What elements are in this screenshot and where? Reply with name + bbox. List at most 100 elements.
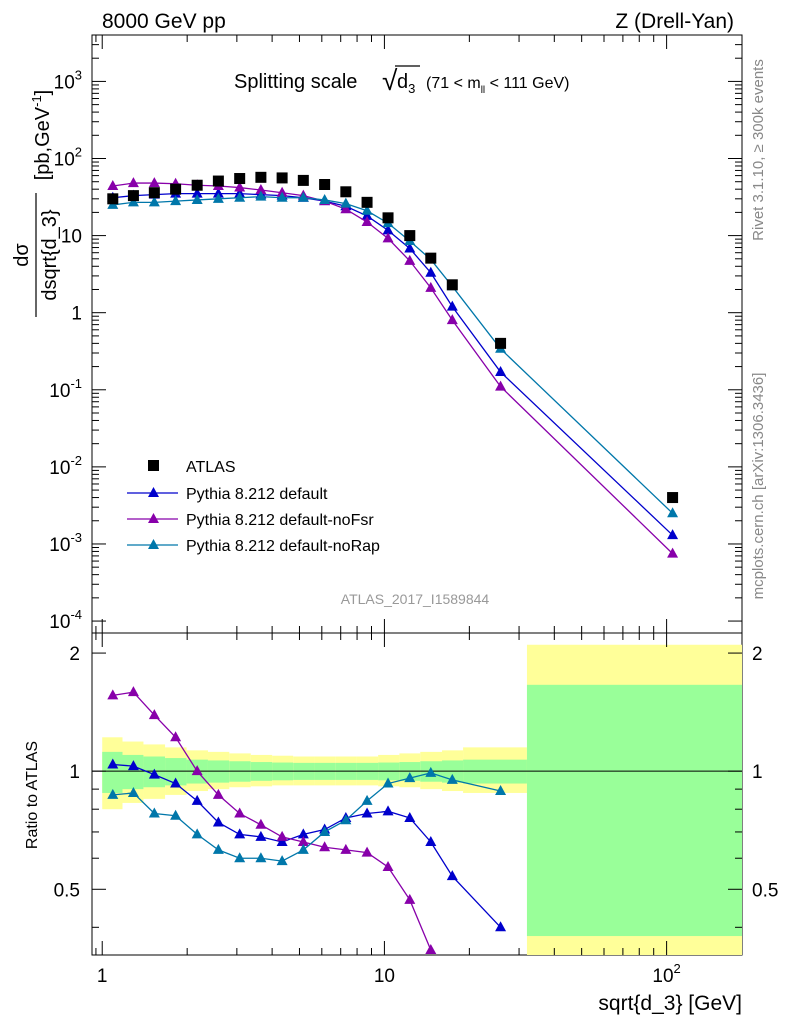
title-sqrt-symbol: √ [382,65,398,96]
legend-label-norap: Pythia 8.212 default-noRap [186,538,380,555]
series-point-0 [212,187,224,198]
data-point [234,173,246,185]
ratio-line-2 [112,772,501,862]
title-radicand: d3 [397,71,415,96]
series-bottom [107,686,507,955]
legend: ATLAS Pythia 8.212 default Pythia 8.212 … [127,459,380,555]
ratio-point-1 [276,830,288,841]
series-point-0 [446,300,458,311]
x-tick-label: 10 [374,966,395,987]
series-point-1 [667,547,679,558]
ratio-point-2 [212,843,224,854]
series-point-1 [361,216,373,227]
axis-ticks [92,35,742,955]
data-point [667,492,679,504]
ratio-point-2 [127,786,139,797]
series-line-0 [112,193,674,536]
series-point-0 [404,242,416,253]
ratio-point-1 [361,846,373,857]
series-point-2 [297,191,309,202]
x-tick-labels: 1 10 102 [97,961,681,987]
ratio-point-0 [276,835,288,846]
svg-text:dσ: dσ [11,243,33,267]
ratio-point-1 [170,731,182,742]
data-point [170,183,182,195]
ratio-point-0 [425,835,437,846]
legend-label-nofsr: Pythia 8.212 default-noFsr [186,512,374,529]
band-stat-bin [102,751,123,793]
ratio-point-0 [361,807,373,818]
ratio-line-0 [112,763,502,928]
ratio-point-2 [148,807,160,818]
ratio-point-1 [382,860,394,871]
series-point-2 [212,192,224,203]
header-right: Z (Drell-Yan) [615,10,734,33]
ratio-point-1 [148,709,160,720]
ratio-point-2 [234,852,246,863]
series-point-1 [495,380,507,391]
ratio-point-1 [255,818,267,829]
data-point [127,190,139,202]
y-axis-label-top: dσ dsqrt{d_3} [11,193,61,317]
data-point [382,212,394,224]
ratio-point-0 [234,828,246,839]
legend-marker-default [148,487,159,497]
ratio-point-0 [446,870,458,881]
series-point-0 [191,187,203,198]
series-point-2 [255,190,267,201]
legend-label-default: Pythia 8.212 default [186,486,328,503]
series-point-1 [127,177,139,188]
data-point [255,171,267,183]
ratio-point-2 [170,809,182,820]
data-point [276,172,288,184]
header-left: 8000 GeV pp [102,10,226,33]
y-tick-label: 10-1 [49,376,82,402]
ratio-y-tick-label-left: 2 [69,644,80,665]
ratio-y-tick-label-left: 0.5 [54,880,80,901]
ratio-point-1 [127,686,139,697]
legend-marker-atlas [148,460,159,471]
legend-marker-norap [148,539,159,549]
y-axis-units-top: [pb,GeV-1] [29,90,54,181]
series-point-1 [382,232,394,243]
ratio-point-1 [340,843,352,854]
svg-text:dsqrt{d_3}: dsqrt{d_3} [39,209,61,301]
band-stat-bin [122,754,144,790]
ratio-point-2 [425,766,437,777]
ratio-point-2 [297,843,309,854]
ratio-point-1 [319,841,331,852]
data-point [361,196,373,208]
series-point-2 [170,195,182,206]
y-tick-label: 10-2 [49,453,82,479]
ratio-point-1 [107,689,119,700]
ratio-point-0 [127,760,139,771]
ratio-point-2 [191,828,203,839]
y-tick-label: 1 [71,304,82,325]
y-tick-label: 10-3 [49,530,82,556]
ratio-point-2 [340,814,352,825]
series-point-1 [404,254,416,265]
ratio-point-0 [191,794,203,805]
series-point-2 [148,196,160,207]
x-tick-label: 1 [97,966,108,987]
ratio-point-0 [382,805,394,816]
y-axis-label-bottom: Ratio to ATLAS [24,741,41,849]
legend-item-nofsr: Pythia 8.212 default-noFsr [127,512,374,529]
legend-label-atlas: ATLAS [186,459,236,476]
series-point-1 [446,314,458,325]
y-tick-label: 103 [54,67,82,93]
series-point-1 [107,179,119,190]
plot-title: Splitting scale [234,71,357,93]
ratio-point-2 [382,777,394,788]
ratio-point-0 [404,811,416,822]
series-point-1 [234,181,246,192]
series-point-2 [276,191,288,202]
data-point [340,186,352,198]
x-axis-label: sqrt{d_3} [GeV] [598,992,742,1015]
series-point-0 [667,529,679,540]
ratio-point-1 [234,807,246,818]
ratio-point-2 [446,773,458,784]
y-tick-label: 10 [61,227,82,248]
